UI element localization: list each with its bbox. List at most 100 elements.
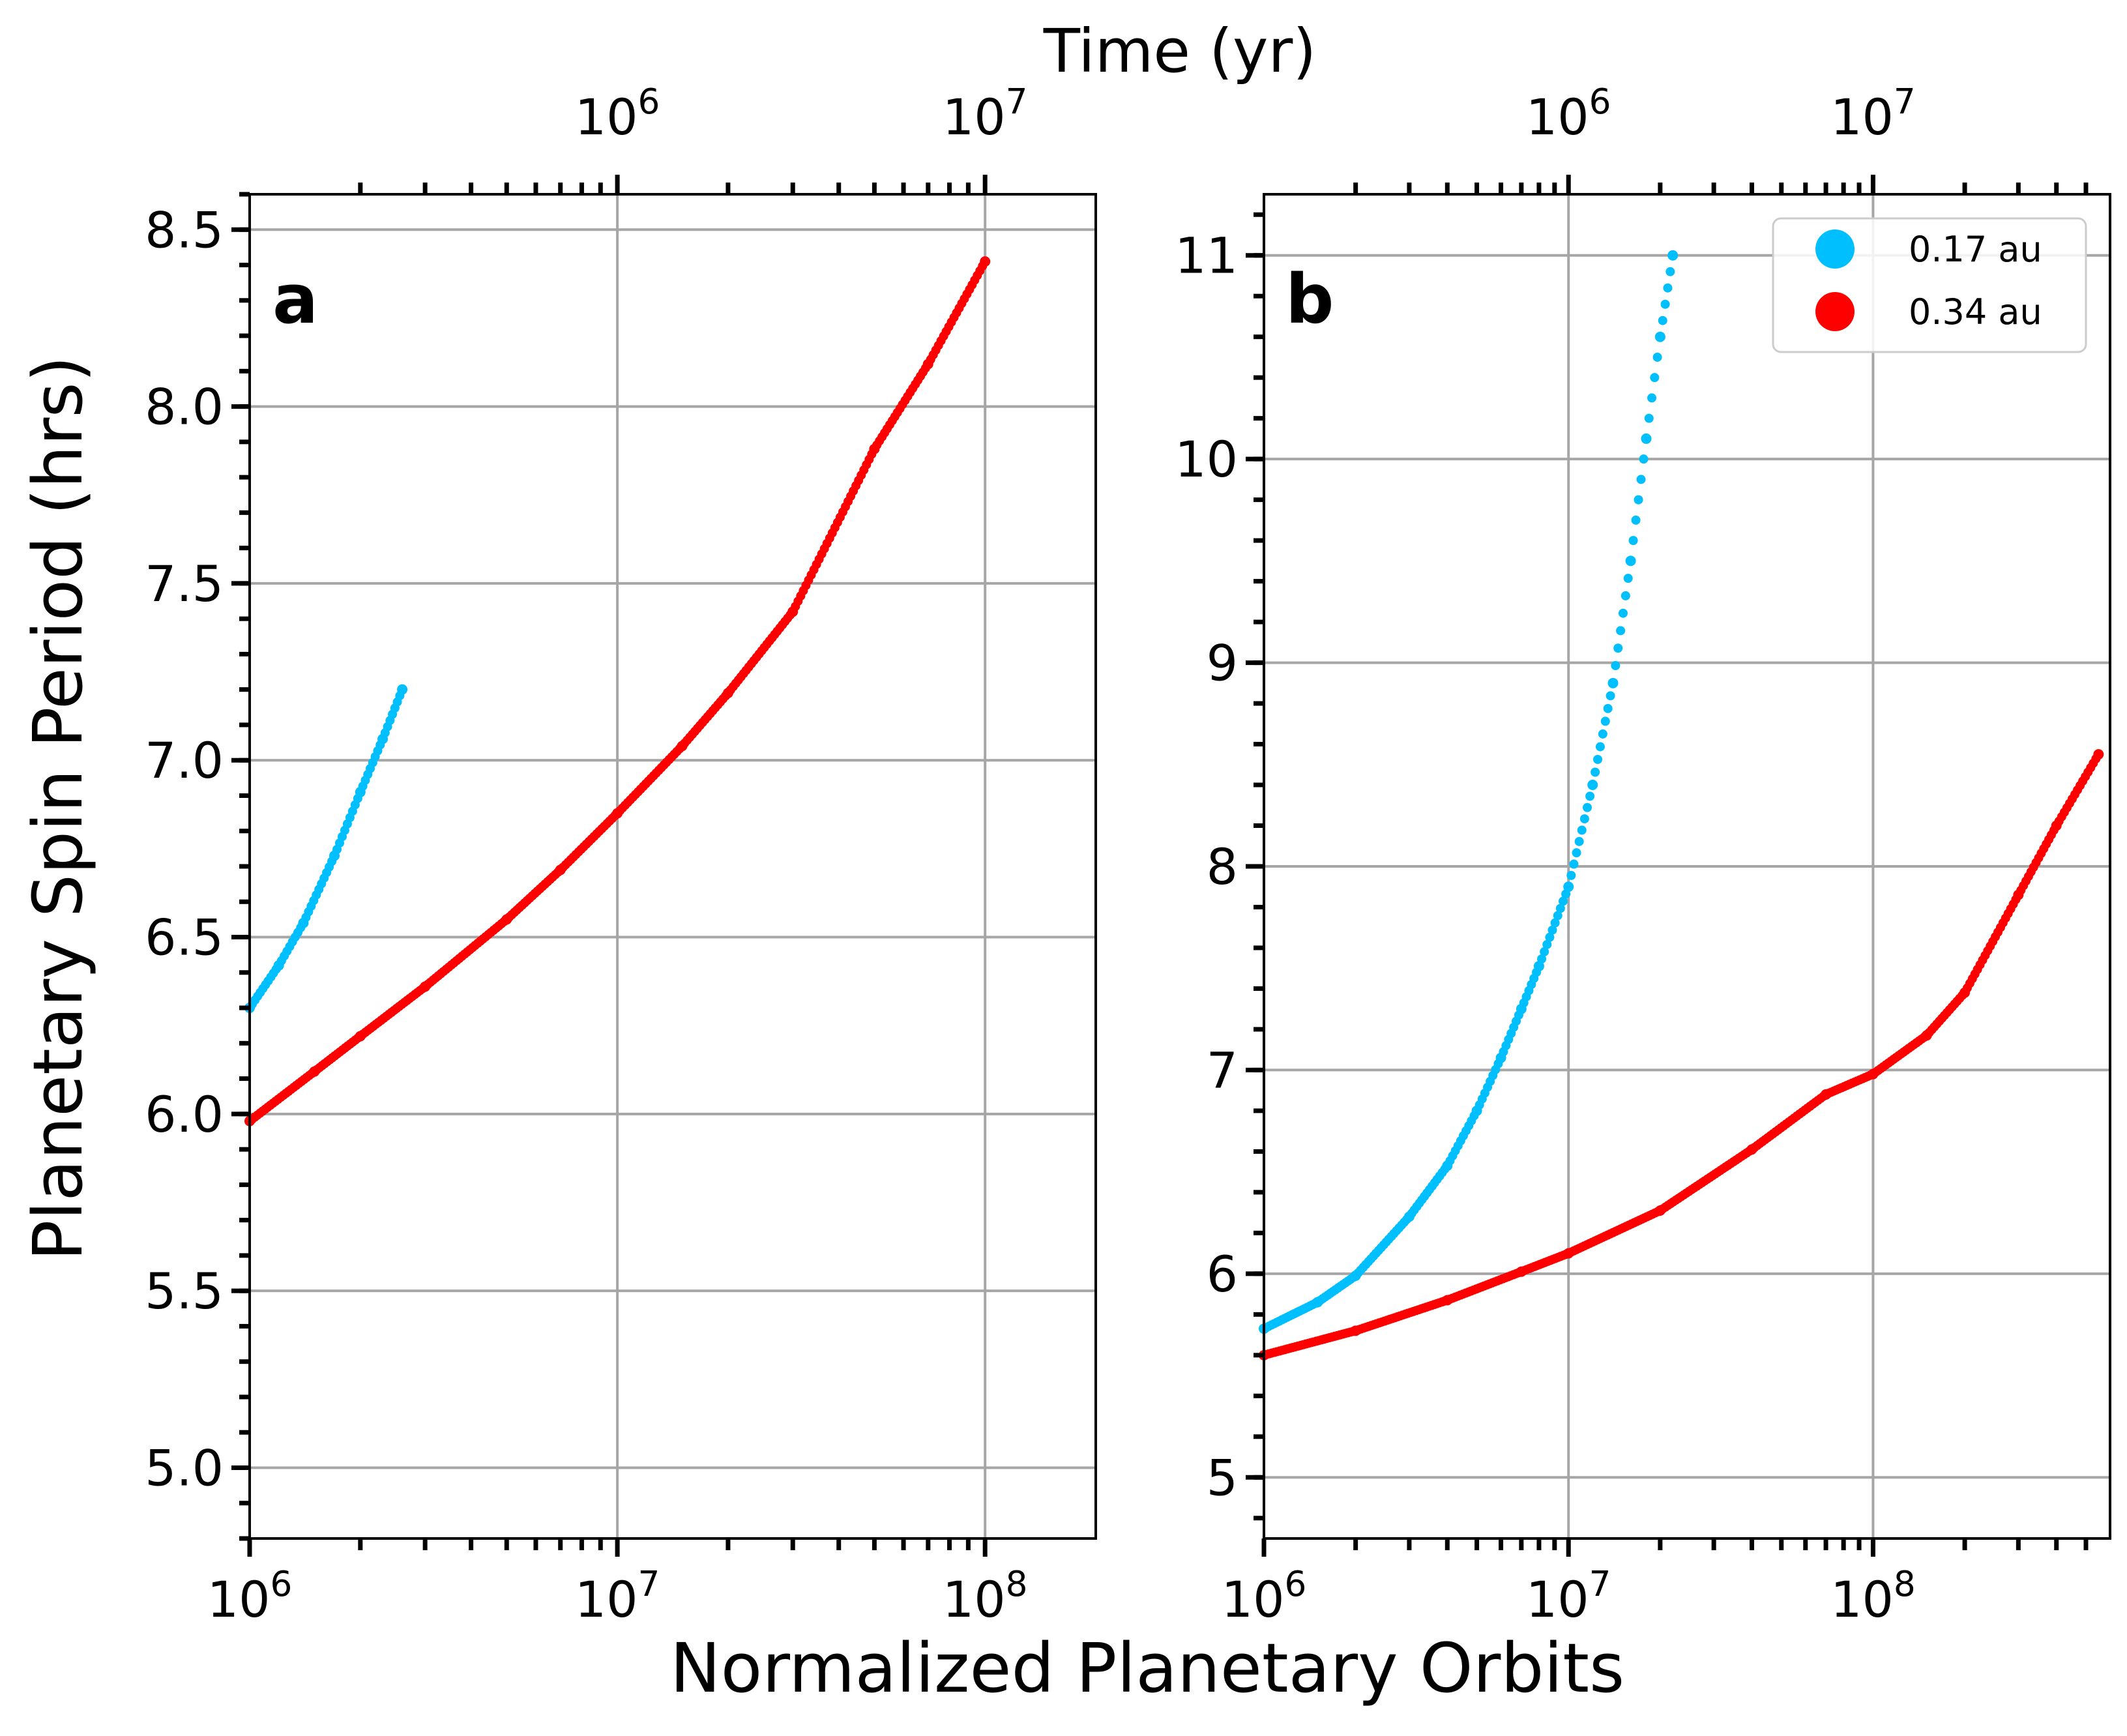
panel-b-y-tick-label-1: 6 (1207, 1245, 1238, 1303)
panel-a-x-tick-label-1: 107 (575, 1564, 660, 1628)
data-point-0-17-au (1636, 475, 1646, 484)
data-point-0-17-au (1579, 814, 1589, 824)
data-point-0-34-au (920, 363, 930, 373)
panel-a-y-tick-label-5: 7.5 (145, 555, 224, 613)
data-point-0-17-au (1493, 1059, 1503, 1068)
data-point-0-34-au (2049, 825, 2059, 835)
data-point-0-17-au (1667, 250, 1679, 261)
data-point-0-17-au (1621, 591, 1630, 600)
panel-b-x-tick-label-1: 107 (1526, 1564, 1611, 1628)
data-point-0-17-au (1606, 691, 1615, 701)
data-point-0-17-au (1540, 947, 1549, 956)
panel-a-label: a (272, 259, 318, 339)
data-point-0-17-au (1600, 716, 1610, 726)
data-point-0-17-au (1628, 536, 1638, 546)
panel-a-series-0-17-au (244, 684, 408, 1014)
data-point-0-17-au (1542, 939, 1552, 949)
panel-b-y-tick-label-2: 7 (1207, 1041, 1238, 1099)
data-point-0-17-au (1598, 729, 1607, 739)
legend-label-0-17-au: 0.17 au (1909, 229, 2042, 270)
legend: 0.17 au 0.34 au (1772, 217, 2087, 353)
data-point-0-34-au (1958, 991, 1967, 1001)
legend-marker-0-17-au (1815, 229, 1855, 269)
data-point-0-17-au (1595, 742, 1605, 752)
data-point-0-17-au (1587, 780, 1598, 791)
data-point-0-17-au (1469, 1111, 1479, 1121)
data-point-0-34-au (867, 449, 877, 459)
data-point-0-34-au (720, 691, 730, 701)
panel-a-y-tick-label-7: 8.5 (145, 201, 224, 259)
panel-b-label: b (1285, 259, 1334, 339)
panel-b-top-tick-label-0: 106 (1526, 81, 1611, 146)
data-point-0-17-au (1593, 754, 1603, 764)
data-point-0-17-au (1440, 1164, 1450, 1174)
data-point-0-17-au (1577, 825, 1587, 835)
data-point-0-17-au (1625, 555, 1636, 566)
legend-marker-0-34-au (1815, 292, 1855, 331)
panel-b-y-tick-label-0: 5 (1207, 1449, 1238, 1507)
panel-b-series-0-17-au (1259, 250, 1679, 1334)
data-point-0-17-au (1548, 925, 1557, 935)
data-point-0-17-au (1574, 836, 1584, 846)
panel-a-y-tick-label-3: 6.5 (145, 909, 224, 967)
data-point-0-17-au (1603, 703, 1613, 713)
data-point-0-17-au (1647, 393, 1657, 403)
data-point-0-17-au (1591, 767, 1600, 777)
data-point-0-17-au (271, 964, 281, 974)
data-point-0-17-au (1561, 889, 1571, 899)
data-point-0-34-au (2011, 894, 2021, 904)
panel-b-y-tick-label-3: 8 (1207, 838, 1238, 896)
panel-a-ticks: 106 107 108 106 107 5.0 5.5 6.0 6.5 7.0 7.5 8.0 8.5 (145, 81, 1027, 1628)
data-point-0-17-au (1537, 954, 1547, 964)
panel-a-grid (248, 194, 1096, 1538)
data-point-0-17-au (1660, 299, 1670, 309)
data-point-0-17-au (1566, 870, 1576, 880)
data-point-0-17-au (1644, 413, 1654, 423)
panel-b-series-0-34-au (1259, 749, 2104, 1361)
data-point-0-17-au (1550, 918, 1560, 928)
data-point-0-17-au (1641, 433, 1652, 444)
data-point-0-17-au (1553, 911, 1562, 920)
data-point-0-17-au (1663, 283, 1673, 293)
data-point-0-34-au (2091, 754, 2101, 764)
panel-a-series-0-34-au (244, 256, 991, 1126)
legend-label-0-34-au: 0.34 au (1909, 291, 2042, 332)
data-point-0-17-au (1545, 932, 1555, 942)
panel-a-top-tick-label-1: 107 (943, 81, 1028, 146)
panel-b-x-tick-label-2: 108 (1830, 1564, 1916, 1628)
panel-a-x-tick-label-2: 108 (943, 1564, 1028, 1628)
data-point-0-17-au (1607, 677, 1619, 688)
panel-a-top-tick-label-0: 106 (575, 81, 660, 146)
data-point-0-17-au (1639, 454, 1649, 464)
data-point-0-17-au (1514, 1010, 1523, 1020)
panel-b-top-tick-label-1: 107 (1830, 81, 1916, 146)
panel-b: 106 107 108 106 107 5 6 7 8 9 10 11 b 0.17 au 0.34 … (1175, 81, 2111, 1628)
data-point-0-34-au (785, 610, 795, 620)
data-point-0-17-au (296, 923, 306, 933)
panel-a-x-tick-label-0: 106 (207, 1564, 293, 1628)
data-point-0-17-au (1618, 608, 1628, 618)
data-point-0-17-au (1613, 643, 1623, 653)
data-point-0-17-au (1611, 661, 1621, 671)
panel-b-marks (1259, 250, 2104, 1361)
panel-a-y-tick-label-4: 7.0 (145, 731, 224, 789)
data-point-0-17-au (1555, 904, 1565, 913)
data-point-0-17-au (395, 691, 405, 701)
data-point-0-17-au (1650, 373, 1660, 383)
data-point-0-17-au (1634, 495, 1643, 505)
data-point-0-17-au (327, 857, 337, 866)
y-axis-title: Planetary Spin Period (hrs) (18, 356, 98, 1261)
data-point-0-17-au (1665, 267, 1675, 276)
panel-a-marks (244, 256, 991, 1126)
data-point-0-17-au (1563, 881, 1574, 892)
panel-a-y-tick-label-6: 8.0 (145, 378, 224, 436)
panel-a-y-tick-label-1: 5.5 (145, 1262, 224, 1320)
panel-a-y-tick-label-2: 6.0 (145, 1085, 224, 1143)
data-point-0-17-au (375, 740, 385, 750)
bottom-axis-title: Normalized Planetary Orbits (670, 1628, 1624, 1708)
data-point-0-34-au (978, 261, 988, 271)
data-point-0-17-au (1585, 791, 1595, 801)
panel-b-y-tick-label-6: 11 (1175, 227, 1238, 285)
data-point-0-17-au (1658, 316, 1667, 325)
